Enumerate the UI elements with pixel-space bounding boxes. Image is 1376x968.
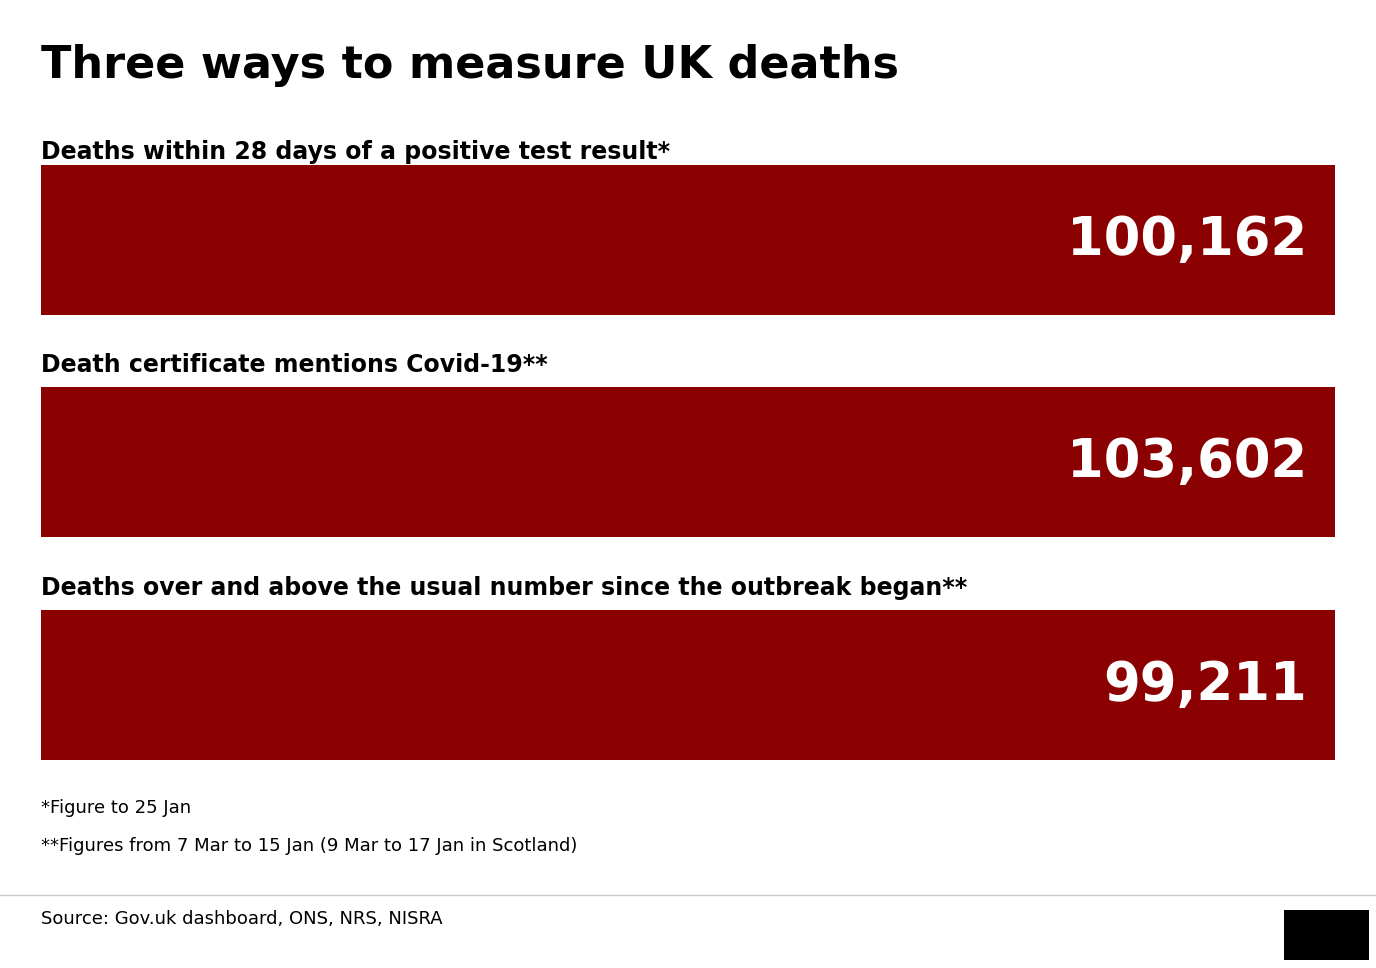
FancyBboxPatch shape [1284,910,1369,960]
Text: BBC: BBC [1304,925,1348,945]
Text: Three ways to measure UK deaths: Three ways to measure UK deaths [41,44,900,86]
Text: Death certificate mentions Covid-19**: Death certificate mentions Covid-19** [41,353,548,378]
Text: Deaths over and above the usual number since the outbreak began**: Deaths over and above the usual number s… [41,576,967,600]
Text: 99,211: 99,211 [1104,659,1307,711]
Text: 100,162: 100,162 [1066,214,1307,265]
Text: Source: Gov.uk dashboard, ONS, NRS, NISRA: Source: Gov.uk dashboard, ONS, NRS, NISR… [41,910,443,928]
FancyBboxPatch shape [41,387,1335,537]
Text: *Figure to 25 Jan: *Figure to 25 Jan [41,799,191,817]
Text: 103,602: 103,602 [1066,437,1307,488]
FancyBboxPatch shape [41,610,1335,760]
Text: **Figures from 7 Mar to 15 Jan (9 Mar to 17 Jan in Scotland): **Figures from 7 Mar to 15 Jan (9 Mar to… [41,837,578,856]
Text: Deaths within 28 days of a positive test result*: Deaths within 28 days of a positive test… [41,140,670,165]
FancyBboxPatch shape [41,165,1335,315]
